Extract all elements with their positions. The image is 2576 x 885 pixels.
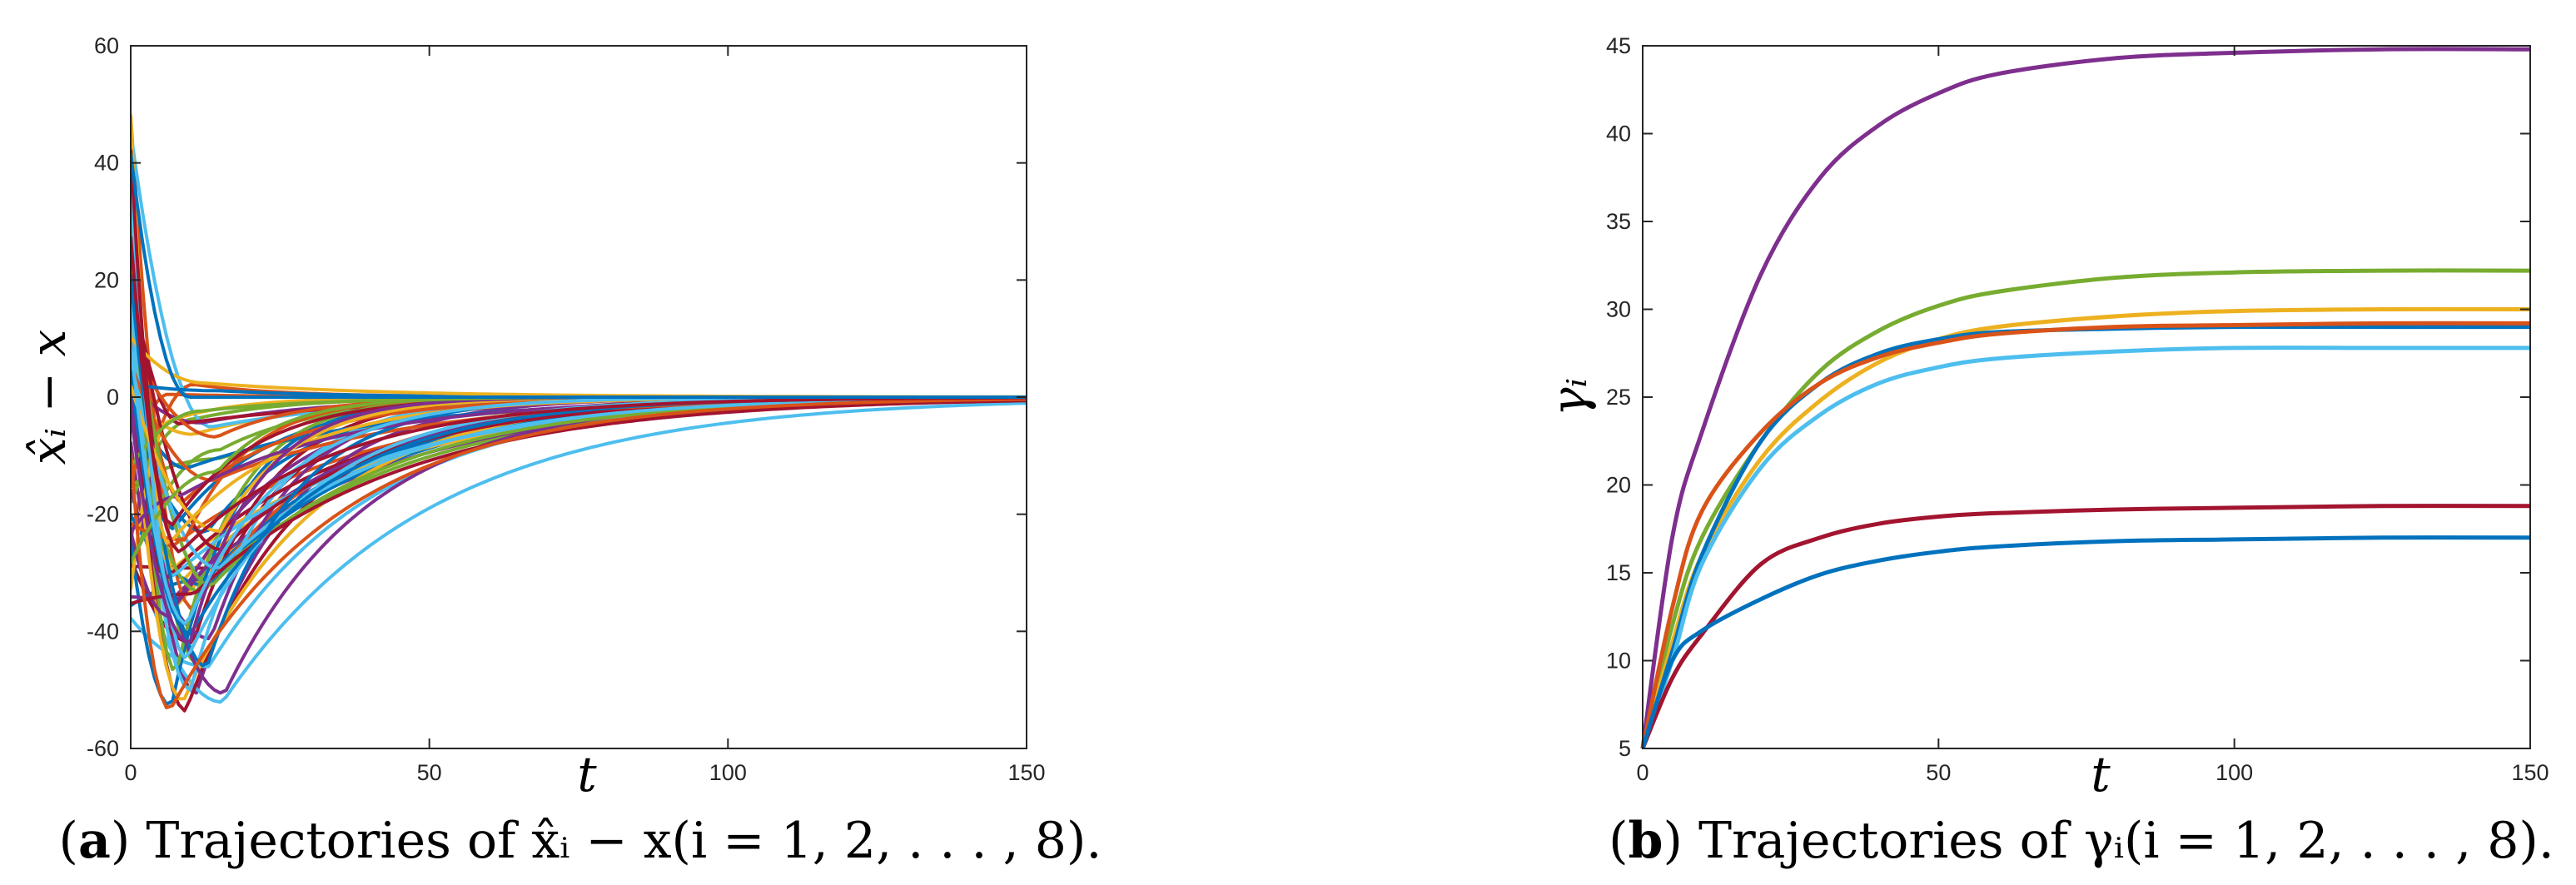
x-axis-label-a: t: [577, 746, 597, 803]
x-tick-label: 150: [1007, 760, 1045, 785]
y-tick-label: 15: [1606, 560, 1631, 585]
x-tick-label: 100: [709, 760, 747, 785]
x-axis-label-b: t: [2091, 746, 2111, 803]
series-lines-a: [131, 114, 1027, 713]
y-tick-label: -60: [87, 736, 119, 761]
series-line: [1640, 346, 2530, 749]
ticks-a: 0 50 100 150 -60 -40 -20 0 20 40 60: [87, 33, 1046, 785]
series-line: [1640, 535, 2531, 749]
chart-panel-b: 0 50 100 150 5 10 15 20 25 30 35 40 45 γᵢ t (b) Traj…: [1541, 33, 2554, 870]
chart-panel-a: 0 50 100 150 -60 -40 -20 0 20 40 60 x̂ᵢ − x t (a) …: [20, 33, 1102, 870]
series-line: [131, 153, 1027, 400]
caption-b-panel-letter: b: [1629, 812, 1663, 870]
series-line: [131, 341, 1027, 626]
axes-frame-b: [1642, 45, 2531, 749]
y-tick-label: 45: [1606, 33, 1631, 58]
y-axis-label-a: x̂ᵢ − x: [20, 330, 77, 465]
y-tick-label: 25: [1606, 385, 1631, 410]
caption-a: (a) Trajectories of x̂ᵢ − x(i = 1, 2, . …: [59, 812, 1102, 870]
series-line: [131, 114, 1027, 545]
y-tick-label: 10: [1606, 649, 1631, 674]
y-tick-label: 40: [94, 151, 119, 176]
caption-b-text: Trajectories of γᵢ(i = 1, 2, . . . , 8).: [1698, 812, 2554, 870]
y-tick-label: 20: [1606, 473, 1631, 498]
caption-a-panel-letter: a: [78, 812, 111, 870]
y-tick-label: 60: [94, 33, 119, 58]
series-line: [131, 397, 1027, 709]
y-axis-label-b: γᵢ: [1541, 378, 1598, 416]
x-tick-label: 100: [2215, 760, 2253, 785]
y-tick-label: 20: [94, 267, 119, 292]
caption-a-text: Trajectories of x̂ᵢ − x(i = 1, 2, . . . …: [146, 812, 1102, 870]
series-line: [1640, 504, 2531, 749]
y-tick-label: -40: [87, 619, 119, 644]
x-tick-label: 150: [2511, 760, 2549, 785]
y-tick-label: 5: [1619, 736, 1631, 761]
x-tick-label: 0: [124, 760, 137, 785]
series-line: [131, 401, 1027, 704]
ticks-b: 0 50 100 150 5 10 15 20 25 30 35 40 45: [1606, 33, 2549, 785]
y-tick-label: 35: [1606, 209, 1631, 234]
series-line: [1640, 324, 2530, 749]
series-line: [131, 295, 1027, 692]
y-tick-label: 30: [1606, 297, 1631, 322]
y-tick-label: -20: [87, 502, 119, 527]
series-line: [131, 132, 1027, 429]
series-line: [131, 336, 1027, 399]
series-line: [131, 399, 1027, 605]
series-line: [1640, 306, 2531, 749]
series-line: [1640, 268, 2531, 749]
x-tick-label: 0: [1636, 760, 1649, 785]
y-tick-label: 0: [107, 385, 119, 410]
series-line: [1640, 47, 2531, 749]
series-lines-b: [1640, 47, 2531, 749]
caption-a-label: (: [59, 812, 78, 870]
caption-b: (b) Trajectories of γᵢ(i = 1, 2, . . . ,…: [1609, 812, 2554, 870]
x-tick-label: 50: [1926, 760, 1951, 785]
series-line: [1640, 321, 2531, 749]
y-tick-label: 40: [1606, 122, 1631, 147]
x-tick-label: 50: [417, 760, 442, 785]
